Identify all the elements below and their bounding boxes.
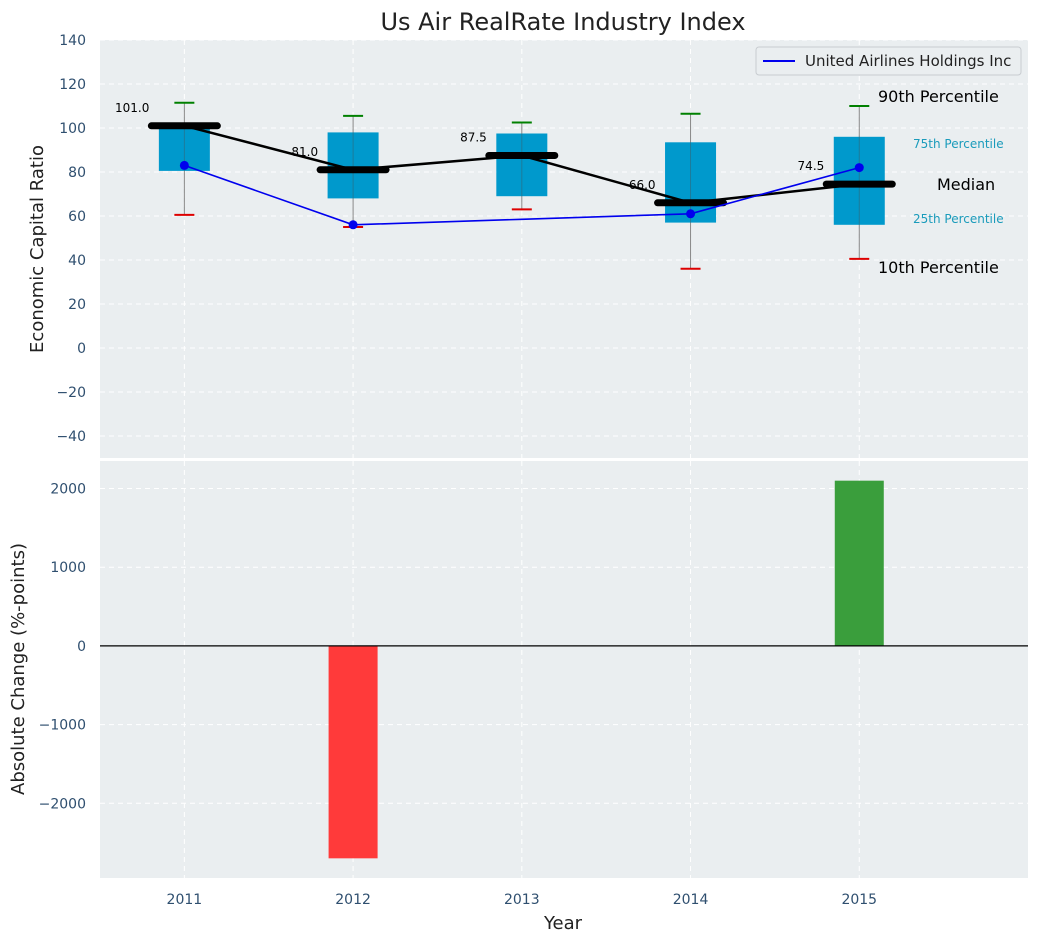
y-tick-label: 140 [59,33,86,49]
x-tick-labels: 2011 2012 2013 2014 2015 [167,892,878,908]
y-tick-label: −40 [56,429,86,445]
annotation-p90: 90th Percentile [878,87,999,106]
y-tick-label: −1000 [39,718,86,734]
x-tick-label: 2014 [673,892,709,908]
chart-title: Us Air RealRate Industry Index [380,8,745,36]
box-plot-background [100,40,1028,458]
box-2012 [327,114,379,228]
y-tick-label: 40 [68,253,86,269]
legend: United Airlines Holdings Inc [755,46,1022,76]
annotation-p25: 25th Percentile [913,212,1004,226]
percentile-annotations: 90th Percentile 75th Percentile Median 25th… [878,87,1004,277]
change-bar-background [100,461,1028,878]
y-tick-label: 2000 [50,482,86,498]
median-value-label: 74.5 [798,159,825,173]
y-tick-label: 0 [77,639,86,655]
x-tick-label: 2011 [167,892,203,908]
legend-entry-label: United Airlines Holdings Inc [805,52,1011,70]
annotation-median: Median [937,175,995,194]
box-2011 [158,101,210,216]
y-tick-label: 20 [68,297,86,313]
change-bar-y-axis-label: Absolute Change (%-points) [8,543,29,795]
box-plot-y-axis-label: Economic Capital Ratio [27,145,48,353]
y-tick-label: 60 [68,209,86,225]
company-series-group [179,160,864,230]
box-plot-panel: −40 −20 0 20 40 60 80 100 120 140 Economic Capita… [27,33,1028,458]
y-tick-label: −20 [56,385,86,401]
median-value-labels: 101.0 81.0 87.5 66.0 74.5 [115,101,824,192]
company-series-line [184,164,860,226]
median-value-label: 66.0 [629,178,656,192]
box-plot-y-tick-labels: −40 −20 0 20 40 60 80 100 120 140 [56,33,86,445]
x-axis-label: Year [543,913,583,934]
median-trend-group [147,122,896,207]
change-bar-group [328,480,884,859]
company-data-point [854,163,864,173]
median-value-label: 87.5 [460,131,487,145]
change-bar-panel: −2000 −1000 0 1000 2000 Absolute Change (%-p… [8,461,1028,934]
annotation-p75: 75th Percentile [913,137,1004,151]
y-tick-label: 0 [77,341,86,357]
change-bar-y-tick-labels: −2000 −1000 0 1000 2000 [39,482,86,813]
company-data-point [348,220,358,230]
x-tick-label: 2012 [335,892,371,908]
x-tick-label: 2015 [841,892,877,908]
box-2013 [496,121,548,211]
y-tick-label: 100 [59,121,86,137]
company-data-point [179,160,189,170]
legend-box [755,46,1022,76]
change-bar-2015 [834,480,884,646]
x-tick-label: 2013 [504,892,540,908]
company-data-point [686,209,696,219]
median-value-label: 101.0 [115,101,149,115]
median-value-label: 81.0 [291,145,318,159]
y-tick-label: −2000 [39,796,86,812]
y-tick-label: 120 [59,77,86,93]
change-bar-2012 [328,645,378,859]
annotation-p10: 10th Percentile [878,258,999,277]
y-tick-label: 80 [68,165,86,181]
y-tick-label: 1000 [50,560,86,576]
